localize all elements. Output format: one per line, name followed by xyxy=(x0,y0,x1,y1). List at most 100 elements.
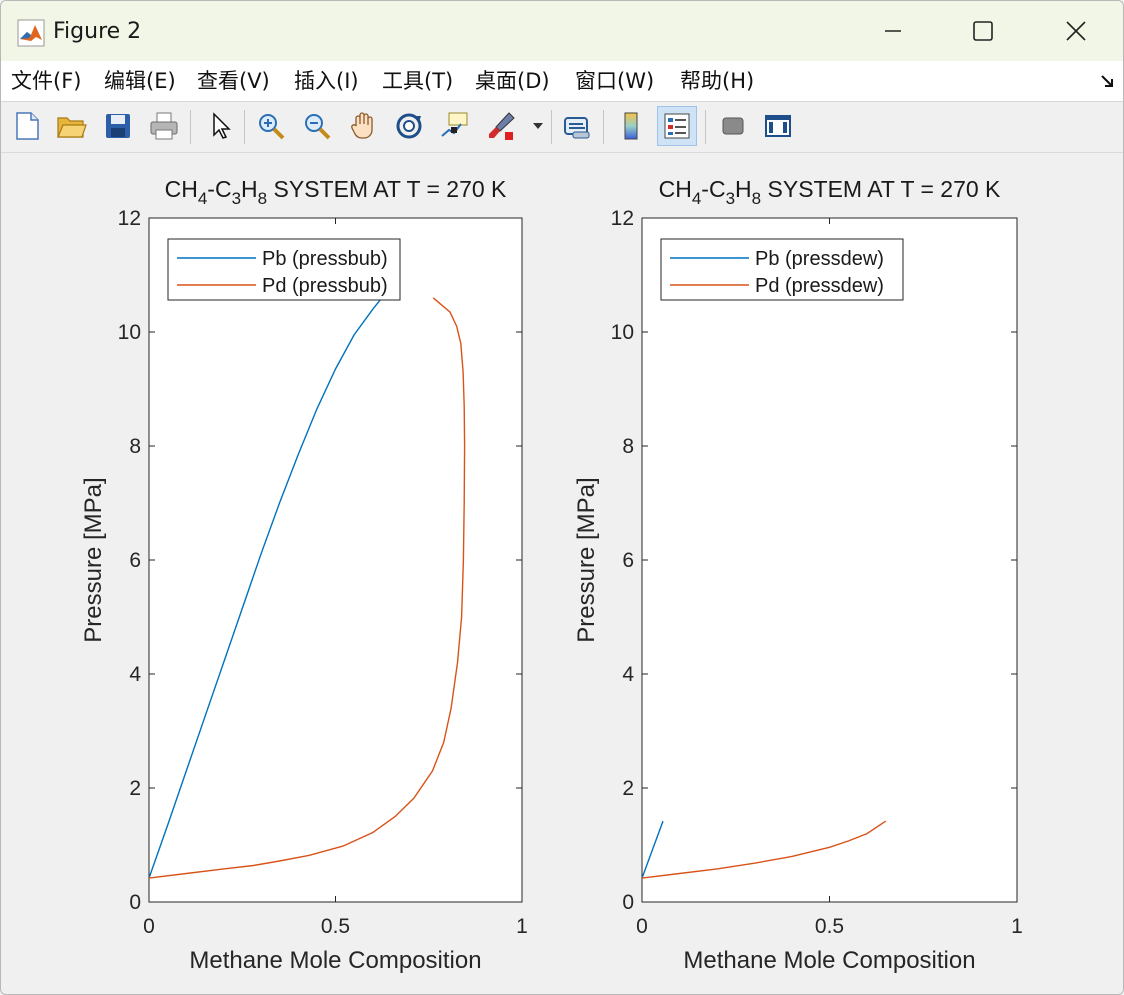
toolbar-separator xyxy=(603,110,604,144)
axes-2[interactable]: 0 2 4 6 8 10 12 0 0.5 1 Methane Mole Composition Pr… xyxy=(573,176,1023,974)
figure-toolbar xyxy=(1,102,1123,153)
legend-entry-label: Pb (pressbub) xyxy=(262,248,388,270)
y-tick-label: 2 xyxy=(129,777,141,800)
toolbar-separator xyxy=(705,110,706,144)
y-tick-label: 8 xyxy=(129,435,141,458)
menu-insert[interactable]: 插入(I) xyxy=(294,69,359,93)
x-tick-label: 1 xyxy=(1011,915,1023,938)
menu-window[interactable]: 窗口(W) xyxy=(575,69,655,93)
x-tick-label: 1 xyxy=(516,915,528,938)
axes-1[interactable]: 0 2 4 6 8 10 12 0 0.5 1 Methane Mole Composition Pr… xyxy=(80,176,528,974)
minimize-button[interactable] xyxy=(869,9,917,53)
data-cursor-icon xyxy=(441,112,468,137)
legend-box xyxy=(167,238,401,301)
y-tick-label: 0 xyxy=(129,891,141,914)
legend-entry-label: Pd (pressdew) xyxy=(755,275,884,297)
x-axis-label: Methane Mole Composition xyxy=(189,947,481,974)
legend-box xyxy=(660,238,904,301)
y-axis-label: Pressure [MPa] xyxy=(573,477,600,642)
link-plot-button[interactable] xyxy=(557,106,597,146)
legend-icon xyxy=(664,113,690,139)
series-line-pb xyxy=(642,820,664,879)
brush-dropdown-icon xyxy=(533,123,543,129)
new-figure-icon xyxy=(16,112,39,140)
plot-area xyxy=(641,217,1018,903)
close-button[interactable] xyxy=(1052,9,1100,53)
pan-hand-icon xyxy=(351,112,373,139)
zoom-out-icon xyxy=(305,114,331,140)
menu-tools[interactable]: 工具(T) xyxy=(382,69,454,93)
series-line-pd xyxy=(642,820,887,879)
menu-view[interactable]: 查看(V) xyxy=(197,69,270,93)
x-axis-label: Methane Mole Composition xyxy=(683,947,975,974)
brush-icon xyxy=(489,112,515,140)
plot-area xyxy=(148,217,523,903)
legend[interactable]: Pb (pressbub) Pd (pressbub) xyxy=(167,238,401,301)
y-tick-label: 2 xyxy=(622,777,634,800)
menu-bar: 文件(F) 编辑(E) 查看(V) 插入(I) 工具(T) 桌面(D) 窗口(W… xyxy=(1,61,1123,102)
y-tick-label: 10 xyxy=(118,321,141,344)
hide-plot-tools-icon xyxy=(722,117,744,135)
zoom-out-button[interactable] xyxy=(297,106,337,146)
x-tick-label: 0 xyxy=(143,915,155,938)
insert-colorbar-button[interactable] xyxy=(611,106,651,146)
y-tick-label: 8 xyxy=(622,435,634,458)
zoom-in-icon xyxy=(259,114,285,140)
title-bar: Figure 2 xyxy=(1,1,1123,61)
rotate-button[interactable] xyxy=(389,106,429,146)
new-figure-button[interactable] xyxy=(7,106,47,146)
menu-edit[interactable]: 编辑(E) xyxy=(104,69,176,93)
show-plot-tools-icon xyxy=(765,115,791,137)
maximize-button[interactable] xyxy=(959,9,1007,53)
colorbar-icon xyxy=(624,112,638,140)
menu-desktop[interactable]: 桌面(D) xyxy=(475,69,550,93)
window-title: Figure 2 xyxy=(53,19,142,44)
toolbar-separator xyxy=(551,110,552,144)
y-tick-label: 12 xyxy=(118,207,141,230)
save-button[interactable] xyxy=(98,106,138,146)
x-tick-label: 0.5 xyxy=(815,915,844,938)
close-icon xyxy=(1066,21,1086,41)
maximize-icon xyxy=(973,21,993,41)
chart-title: CH4-C3H8 SYSTEM AT T = 270 K xyxy=(659,176,1001,208)
rotate-3d-icon xyxy=(396,113,422,139)
x-tick-label: 0.5 xyxy=(321,915,350,938)
toolbar-separator xyxy=(190,110,191,144)
legend-entry-label: Pb (pressdew) xyxy=(755,248,884,270)
series-line-pb xyxy=(149,288,390,879)
zoom-in-button[interactable] xyxy=(251,106,291,146)
hide-plot-tools-button[interactable] xyxy=(713,106,753,146)
edit-plot-button[interactable] xyxy=(199,106,239,146)
open-button[interactable] xyxy=(51,106,91,146)
matlab-logo-icon xyxy=(17,19,45,47)
pointer-icon xyxy=(213,112,231,139)
toolbar-separator xyxy=(244,110,245,144)
minimize-icon xyxy=(885,30,901,32)
series-line-pd xyxy=(149,297,466,879)
legend[interactable]: Pb (pressdew) Pd (pressdew) xyxy=(660,238,904,301)
chart-title: CH4-C3H8 SYSTEM AT T = 270 K xyxy=(165,176,507,208)
dock-arrow-icon[interactable] xyxy=(1099,73,1115,89)
y-tick-label: 0 xyxy=(622,891,634,914)
legend-entry-label: Pd (pressbub) xyxy=(262,275,388,297)
print-button[interactable] xyxy=(144,106,184,146)
open-folder-icon xyxy=(57,117,87,138)
y-tick-label: 10 xyxy=(611,321,634,344)
y-tick-label: 12 xyxy=(611,207,634,230)
brush-dropdown-button[interactable] xyxy=(527,106,549,146)
figure-canvas: 0 2 4 6 8 10 12 0 0.5 1 Methane Mole Composition Pr… xyxy=(3,153,1123,993)
link-plot-icon xyxy=(564,117,590,139)
insert-legend-button[interactable] xyxy=(657,106,697,146)
y-tick-label: 6 xyxy=(622,549,634,572)
save-icon xyxy=(106,114,130,138)
data-cursor-button[interactable] xyxy=(435,106,475,146)
menu-file[interactable]: 文件(F) xyxy=(11,69,82,93)
show-plot-tools-button[interactable] xyxy=(758,106,798,146)
y-tick-label: 4 xyxy=(129,663,141,686)
brush-button[interactable] xyxy=(481,106,521,146)
x-tick-label: 0 xyxy=(636,915,648,938)
pan-button[interactable] xyxy=(343,106,383,146)
menu-help[interactable]: 帮助(H) xyxy=(680,69,755,93)
y-tick-label: 6 xyxy=(129,549,141,572)
